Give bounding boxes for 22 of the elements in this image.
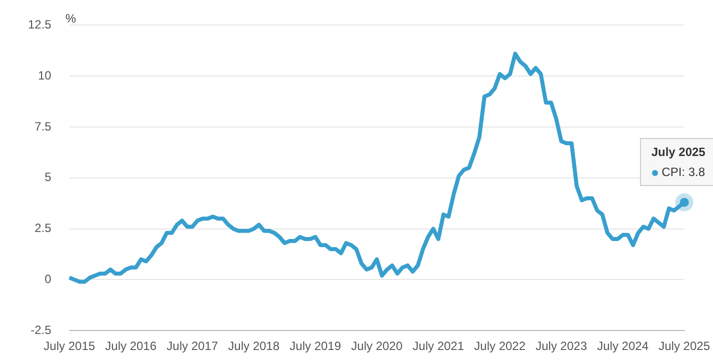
y-tick-label: -2.5 xyxy=(30,322,52,337)
x-tick-label: July 2020 xyxy=(351,339,403,354)
tooltip: July 2025 CPI: 3.8 xyxy=(640,138,713,186)
y-tick-label: 12.5 xyxy=(28,18,52,32)
x-tick-label: July 2023 xyxy=(536,339,588,354)
x-tick-label: July 2019 xyxy=(290,339,342,354)
x-tick-label: July 2018 xyxy=(228,339,280,354)
x-tick-label: July 2025 xyxy=(658,339,710,354)
y-tick-label: 5 xyxy=(44,170,52,184)
y-tick-label: 0 xyxy=(44,272,52,286)
x-tick-label: July 2022 xyxy=(474,339,526,354)
annotation: July 2025 xyxy=(651,145,706,160)
x-tick-label: July 2024 xyxy=(597,339,649,354)
x-tick-label: July 2017 xyxy=(166,339,218,354)
annotation: CPI: 3.8 xyxy=(662,165,706,180)
y-tick-label: 10 xyxy=(38,68,52,82)
x-tick-label: July 2016 xyxy=(105,339,157,354)
y-tick-label: 7.5 xyxy=(34,119,52,134)
x-tick-label: July 2015 xyxy=(44,339,96,354)
y-tick-label: 2.5 xyxy=(34,221,52,236)
y-axis-title: % xyxy=(65,12,76,26)
x-tick-label: July 2021 xyxy=(412,339,464,354)
